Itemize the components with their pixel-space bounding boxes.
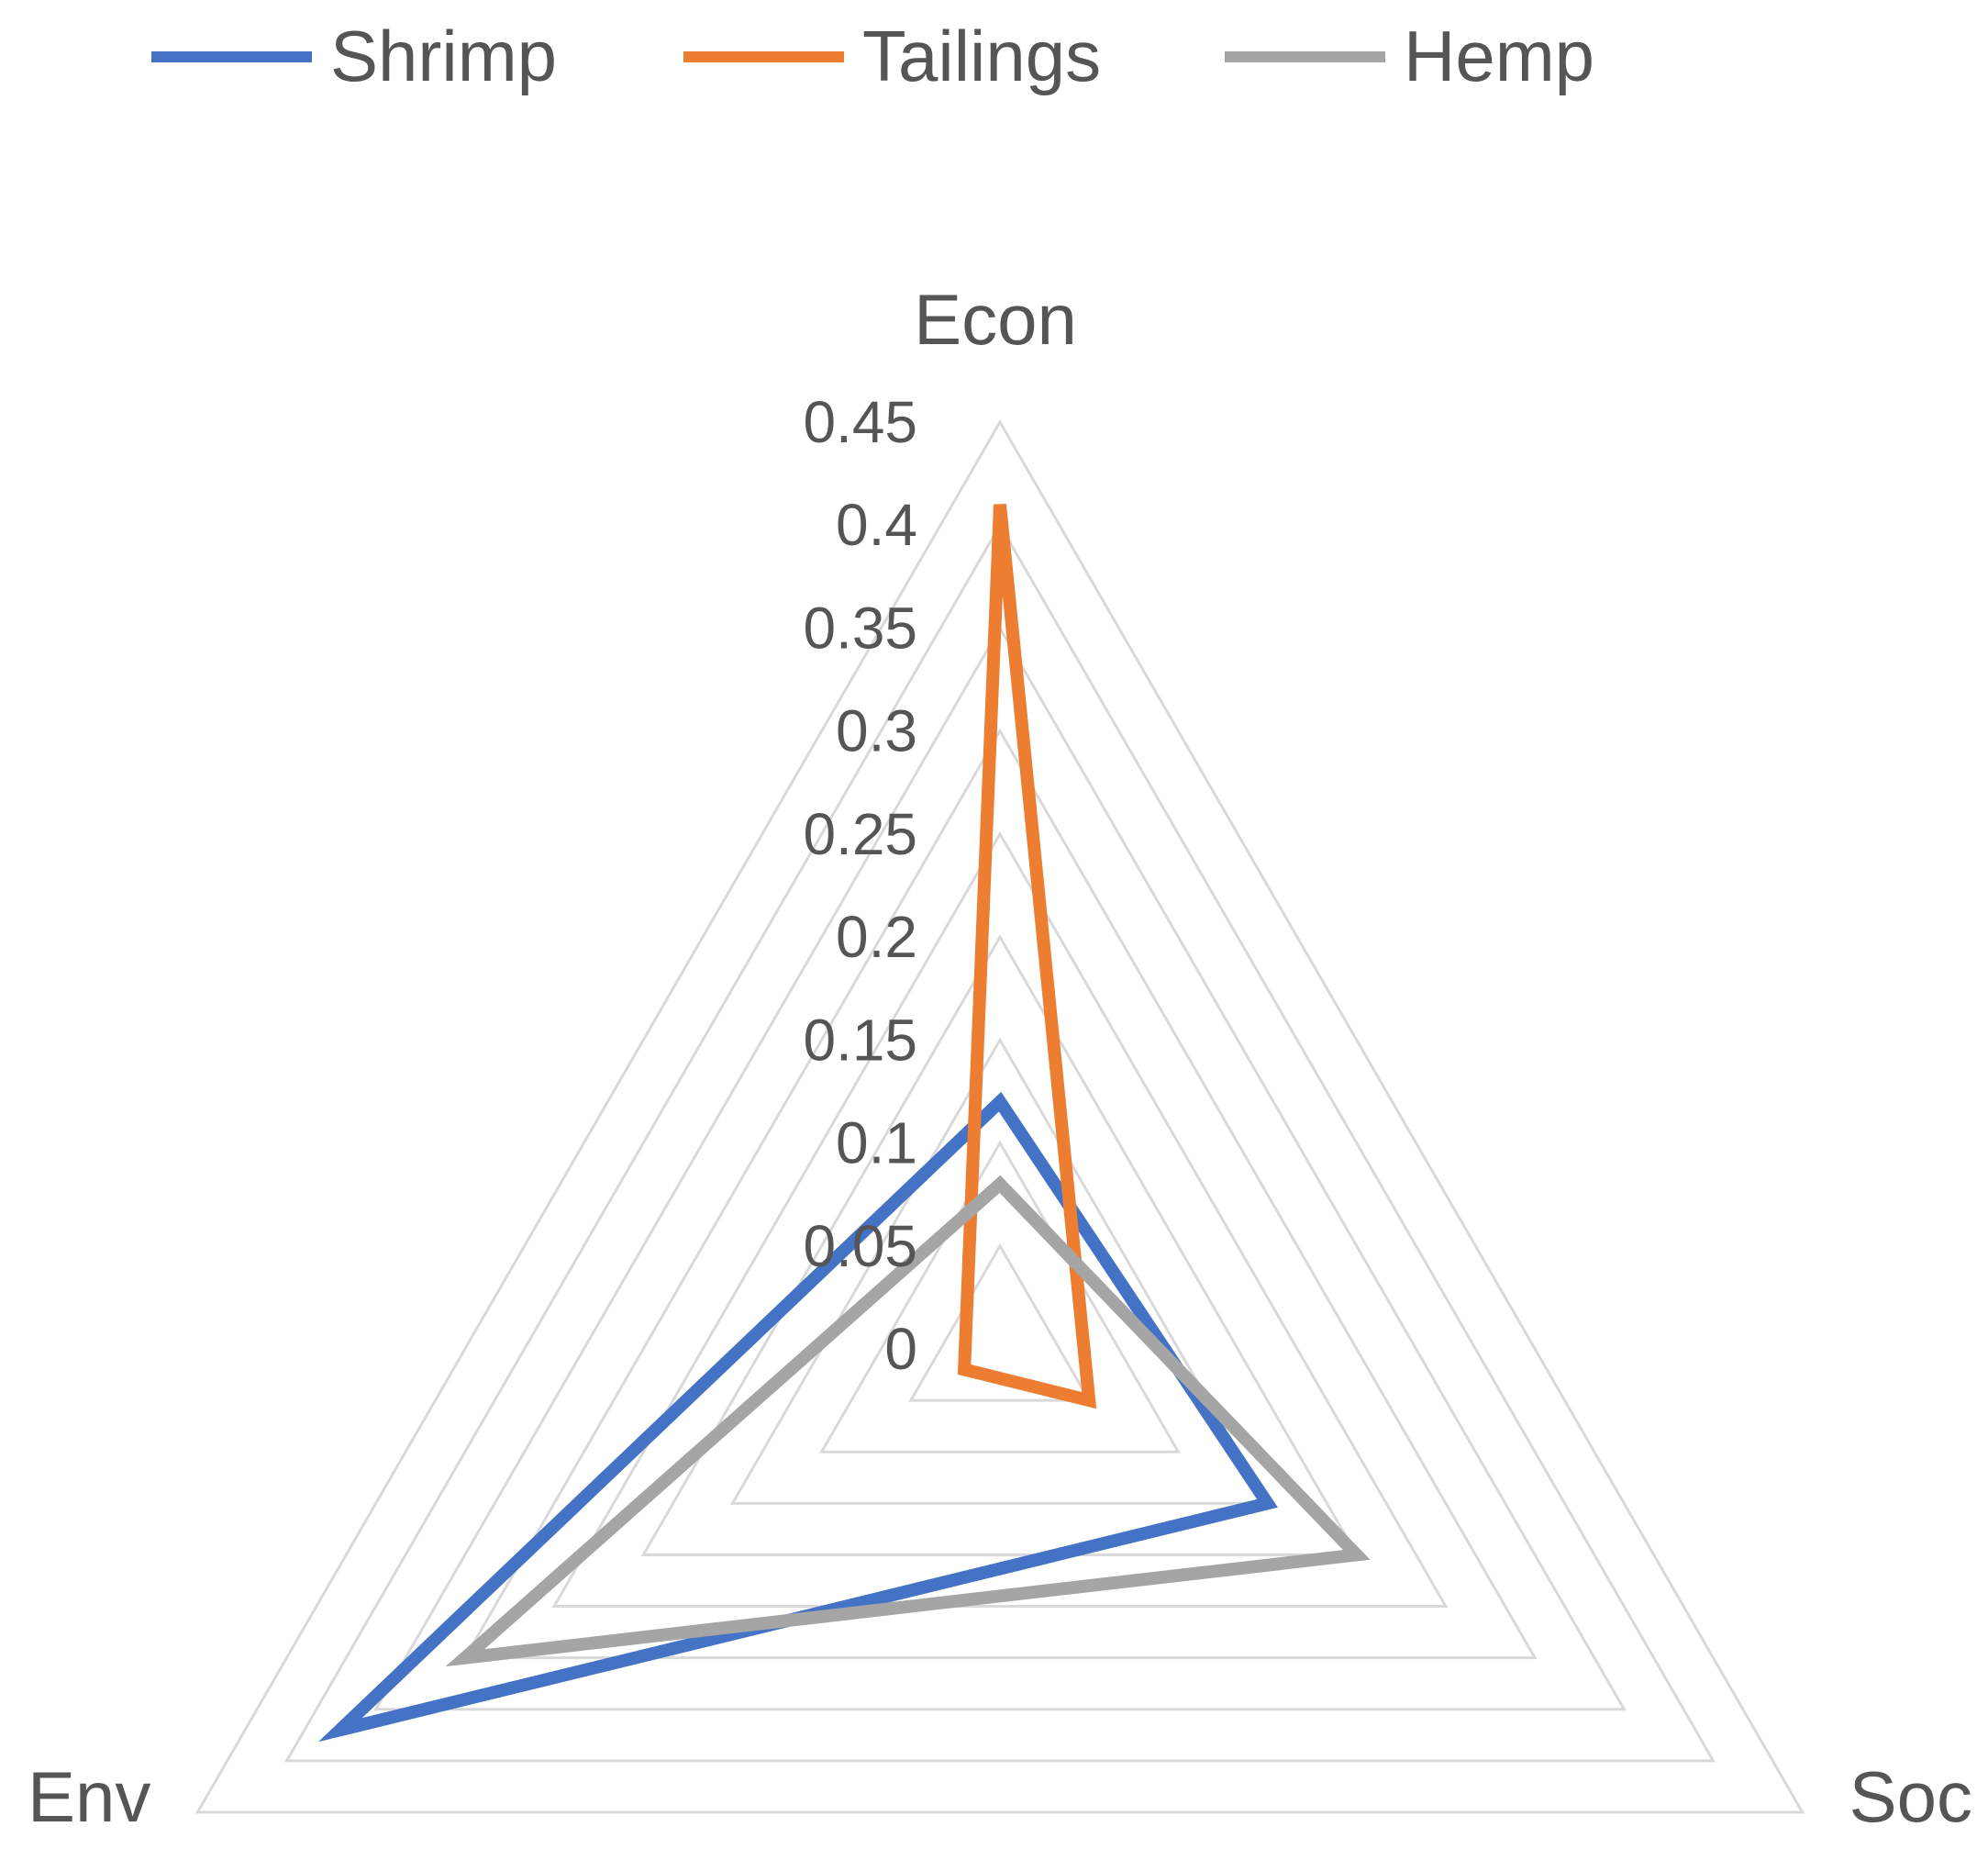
grid-ring	[908, 1242, 1092, 1402]
category-axis-labels: Econ Soc Env	[28, 279, 1972, 1837]
axis-label-econ: Econ	[914, 279, 1077, 360]
grid-ring	[640, 934, 1360, 1556]
grid-ring	[194, 419, 1805, 1814]
grid-ring	[551, 830, 1449, 1609]
tick-label: 0.1	[836, 1110, 917, 1176]
radar-series	[317, 504, 1371, 1743]
radar-grid	[194, 419, 1805, 1814]
legend-label-tailings: Tailings	[862, 16, 1101, 96]
grid-ring	[373, 625, 1627, 1711]
grid-ring	[819, 1140, 1181, 1453]
tick-label: 0.2	[836, 904, 917, 970]
grid-ring	[283, 522, 1716, 1763]
axis-label-env: Env	[28, 1756, 150, 1837]
tick-label: 0	[884, 1316, 917, 1382]
tick-label: 0.4	[836, 492, 917, 558]
legend-label-hemp: Hemp	[1404, 16, 1594, 96]
tick-label: 0.15	[803, 1007, 917, 1073]
axis-label-soc: Soc	[1849, 1756, 1972, 1837]
grid-ring	[729, 1037, 1271, 1505]
series-line-hemp	[445, 1175, 1371, 1667]
series-line-tailings	[957, 504, 1097, 1409]
grid-ring	[462, 728, 1538, 1660]
tick-label: 0.45	[803, 389, 917, 455]
radial-tick-labels: 0 0.05 0.1 0.15 0.2 0.25 0.3 0.35 0.4 0.45	[803, 389, 917, 1382]
tick-label: 0.25	[803, 801, 917, 867]
legend-label-shrimp: Shrimp	[330, 16, 557, 96]
legend: Shrimp Tailings Hemp	[151, 16, 1594, 96]
tick-label: 0.05	[803, 1213, 917, 1279]
tick-label: 0.3	[836, 698, 917, 764]
tick-label: 0.35	[803, 595, 917, 661]
